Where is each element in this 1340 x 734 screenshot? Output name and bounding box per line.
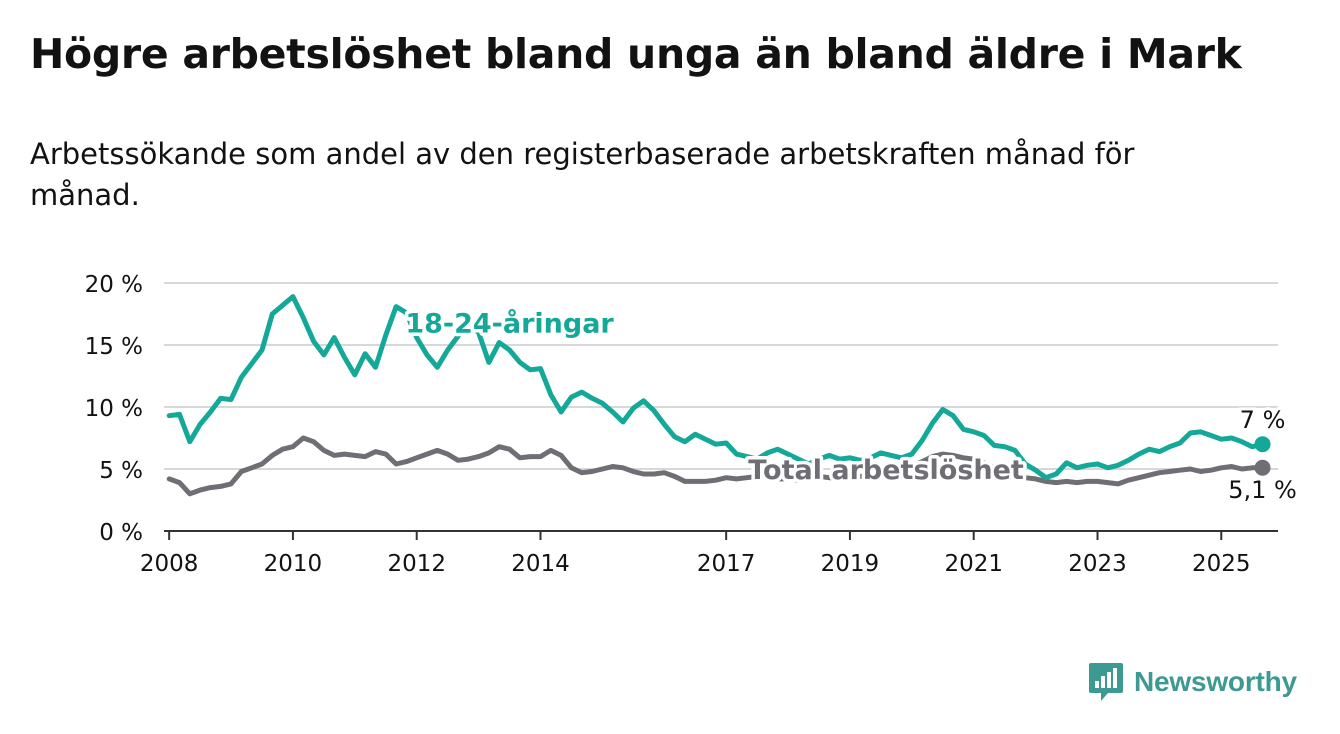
- y-tick-label: 20 %: [85, 272, 143, 298]
- newsworthy-logo: Newsworthy: [1088, 660, 1297, 704]
- x-tick-label: 2025: [1192, 551, 1251, 577]
- series-labels: 18-24-åringar Total arbetslöshet 7 % 5,1 %: [402, 304, 1300, 507]
- y-tick-label: 0 %: [99, 520, 143, 546]
- series-line-youth: [166, 294, 1265, 481]
- x-tick-label: 2010: [264, 551, 323, 577]
- x-tick-label: 2014: [511, 551, 570, 577]
- end-marker-total: [1254, 459, 1271, 476]
- x-axis: 2008 2010 2012 2014 2017 2019 2021 2023 2025: [140, 530, 1278, 577]
- y-axis: 0 % 5 % 10 % 15 % 20 %: [85, 272, 143, 546]
- brand-name: Newsworthy: [1134, 666, 1297, 697]
- x-tick-label: 2021: [944, 551, 1003, 577]
- line-chart: 0 %5 %10 %15 %20 % 2008 2010 2012 2014 2017 2…: [84, 272, 1300, 577]
- x-tick-label: 2012: [387, 551, 446, 577]
- end-value-label-youth: 7 %: [1240, 406, 1286, 434]
- y-tick-label: 5 %: [99, 458, 143, 484]
- y-tick-label: 10 %: [85, 396, 143, 422]
- x-tick-label: 2019: [821, 551, 880, 577]
- x-tick-label: 2017: [697, 551, 756, 577]
- y-tick-label: 15 %: [85, 334, 143, 360]
- chart-title: Högre arbetslöshet bland unga än bland ä…: [30, 30, 1242, 78]
- x-tick-label: 2023: [1068, 551, 1127, 577]
- series-line-total: [166, 435, 1265, 497]
- chart-subtitle: Arbetssökande som andel av den registerb…: [30, 137, 1135, 212]
- series-label-youth: 18-24-åringar: [405, 308, 614, 340]
- gridlines: [164, 282, 1278, 470]
- newsworthy-logo-icon: [1089, 663, 1123, 701]
- x-tick-label: 2008: [140, 551, 199, 577]
- end-marker-youth: [1254, 436, 1271, 453]
- end-value-label-total: 5,1 %: [1228, 476, 1297, 504]
- series-label-total: Total arbetslöshet: [748, 455, 1024, 486]
- series-lines: [166, 294, 1271, 497]
